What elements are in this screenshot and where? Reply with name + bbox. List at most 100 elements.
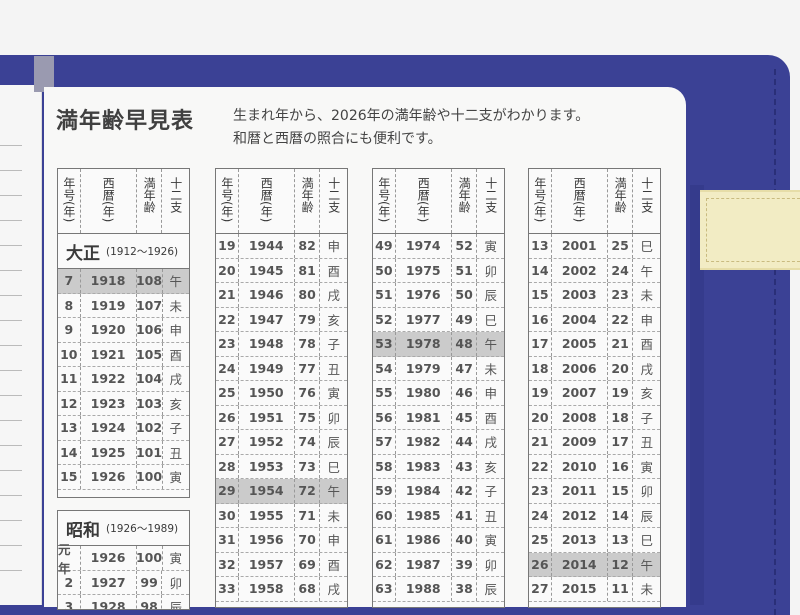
western-year-cell: 1945 bbox=[239, 258, 295, 282]
header-era-year-label: 年号(年) bbox=[376, 177, 391, 223]
header-western-year-label: 西暦(年) bbox=[101, 177, 116, 223]
era-year-cell: 24 bbox=[529, 503, 552, 527]
era-year-cell: 14 bbox=[529, 258, 552, 282]
header-era-year: 年号(年) bbox=[58, 169, 81, 233]
table-row: 8 1919 107 未 bbox=[58, 293, 189, 318]
table-row: 61 1986 40 寅 bbox=[373, 528, 504, 553]
zodiac-cell: 申 bbox=[169, 323, 183, 339]
era-year-cell: 15 bbox=[529, 283, 552, 307]
age-cell: 46 bbox=[452, 381, 478, 405]
age-cell: 12 bbox=[608, 552, 634, 576]
header-age-label: 満年齢 bbox=[300, 177, 315, 213]
era-year-cell: 33 bbox=[216, 577, 239, 601]
western-year-cell: 1986 bbox=[396, 528, 452, 552]
era-year-cell: 10 bbox=[58, 342, 81, 366]
zodiac-cell: 酉 bbox=[640, 337, 653, 353]
age-table-showa: 昭和 (1926〜1989) 元年 1926 100 寅 2 1927 99 卯 3 1928 98 辰 bbox=[57, 510, 190, 610]
age-cell: 49 bbox=[452, 307, 478, 331]
header-era-year-label: 年号(年) bbox=[532, 177, 547, 223]
western-year-cell: 1985 bbox=[396, 503, 452, 527]
western-year-cell: 1981 bbox=[396, 405, 452, 429]
table-row: 20 2008 18 子 bbox=[529, 405, 660, 430]
header-western-year-label: 西暦(年) bbox=[259, 177, 274, 223]
zodiac-cell: 丑 bbox=[169, 445, 183, 461]
zodiac-cell: 戌 bbox=[484, 435, 497, 451]
era-year-cell: 21 bbox=[529, 430, 552, 454]
zodiac-cell: 酉 bbox=[327, 263, 340, 279]
table-row: 20 1945 81 酉 bbox=[216, 258, 347, 283]
table-row: 63 1988 38 辰 bbox=[373, 577, 504, 602]
era-year-cell: 22 bbox=[529, 454, 552, 478]
table-row: 14 1925 101 丑 bbox=[58, 440, 189, 465]
western-year-cell: 1977 bbox=[396, 307, 452, 331]
table-row: 25 1950 76 寅 bbox=[216, 381, 347, 406]
header-age: 満年齢 bbox=[137, 169, 163, 233]
table-header: 年号(年) 西暦(年) 満年齢 十二支 bbox=[373, 169, 504, 234]
table-row: 60 1985 41 丑 bbox=[373, 503, 504, 528]
age-table-taisho: 年号(年) 西暦(年) 満年齢 十二支 大正 (1912〜1926) 7 1918 108 午 8 1… bbox=[57, 168, 190, 498]
table-row: 26 2014 12 午 bbox=[529, 552, 660, 577]
table-row: 元年 1926 100 寅 bbox=[58, 542, 189, 576]
zodiac-cell: 子 bbox=[169, 421, 183, 437]
table-row: 27 1952 74 辰 bbox=[216, 430, 347, 455]
era-year-cell: 53 bbox=[373, 332, 396, 356]
western-year-cell: 1919 bbox=[81, 293, 137, 317]
western-year-cell: 1955 bbox=[239, 503, 295, 527]
western-year-cell: 1978 bbox=[396, 332, 452, 356]
era-year-cell: 26 bbox=[216, 405, 239, 429]
era-name: 昭和 bbox=[66, 520, 100, 541]
era-year-cell: 29 bbox=[216, 479, 239, 503]
table-row: 32 1957 69 酉 bbox=[216, 552, 347, 577]
table-row: 18 2006 20 戌 bbox=[529, 356, 660, 381]
age-cell: 101 bbox=[136, 440, 163, 464]
age-cell: 24 bbox=[608, 258, 634, 282]
era-year-cell: 51 bbox=[373, 283, 396, 307]
age-cell: 52 bbox=[452, 234, 478, 258]
era-year-cell: 59 bbox=[373, 479, 396, 503]
header-western-year: 西暦(年) bbox=[81, 169, 137, 233]
table-row: 30 1955 71 未 bbox=[216, 503, 347, 528]
western-year-cell: 1958 bbox=[239, 577, 295, 601]
western-year-cell: 1923 bbox=[81, 391, 137, 415]
zodiac-cell: 辰 bbox=[169, 600, 182, 610]
age-cell: 105 bbox=[136, 342, 163, 366]
zodiac-cell: 亥 bbox=[327, 312, 340, 328]
age-cell: 11 bbox=[608, 577, 634, 601]
table-row: 23 1948 78 子 bbox=[216, 332, 347, 357]
table-row: 62 1987 39 卯 bbox=[373, 552, 504, 577]
age-cell: 104 bbox=[136, 367, 163, 391]
age-cell: 16 bbox=[608, 454, 634, 478]
age-cell: 79 bbox=[295, 307, 321, 331]
age-cell: 76 bbox=[295, 381, 321, 405]
era-year-cell: 52 bbox=[373, 307, 396, 331]
zodiac-cell: 戌 bbox=[169, 372, 183, 388]
age-cell: 48 bbox=[452, 332, 478, 356]
header-age-label: 満年齢 bbox=[613, 177, 628, 213]
table-row: 14 2002 24 午 bbox=[529, 258, 660, 283]
western-year-cell: 1954 bbox=[239, 479, 295, 503]
era-year-cell: 56 bbox=[373, 405, 396, 429]
age-table-column-3: 年号(年) 西暦(年) 満年齢 十二支 49 1974 52 寅 50 1975 51 卯 51 1976… bbox=[372, 168, 505, 608]
table-row: 27 2015 11 未 bbox=[529, 577, 660, 602]
age-cell: 81 bbox=[295, 258, 321, 282]
era-year-cell: 60 bbox=[373, 503, 396, 527]
era-year-cell: 19 bbox=[216, 234, 239, 258]
zodiac-cell: 巳 bbox=[640, 239, 653, 255]
table-row: 21 2009 17 丑 bbox=[529, 430, 660, 455]
header-zodiac-label: 十二支 bbox=[639, 177, 654, 213]
western-year-cell: 1950 bbox=[239, 381, 295, 405]
western-year-cell: 1944 bbox=[239, 234, 295, 258]
age-cell: 68 bbox=[295, 577, 321, 601]
zodiac-cell: 子 bbox=[484, 484, 497, 500]
table-row: 10 1921 105 酉 bbox=[58, 342, 189, 367]
table-row: 52 1977 49 巳 bbox=[373, 307, 504, 332]
western-year-cell: 1953 bbox=[239, 454, 295, 478]
table-row: 31 1956 70 申 bbox=[216, 528, 347, 553]
header-western-year-label: 西暦(年) bbox=[572, 177, 587, 223]
era-year-cell: 31 bbox=[216, 528, 239, 552]
age-cell: 78 bbox=[295, 332, 321, 356]
zodiac-cell: 午 bbox=[484, 337, 497, 353]
age-cell: 21 bbox=[608, 332, 634, 356]
cover-strap bbox=[690, 185, 704, 605]
zodiac-cell: 戌 bbox=[640, 361, 653, 377]
